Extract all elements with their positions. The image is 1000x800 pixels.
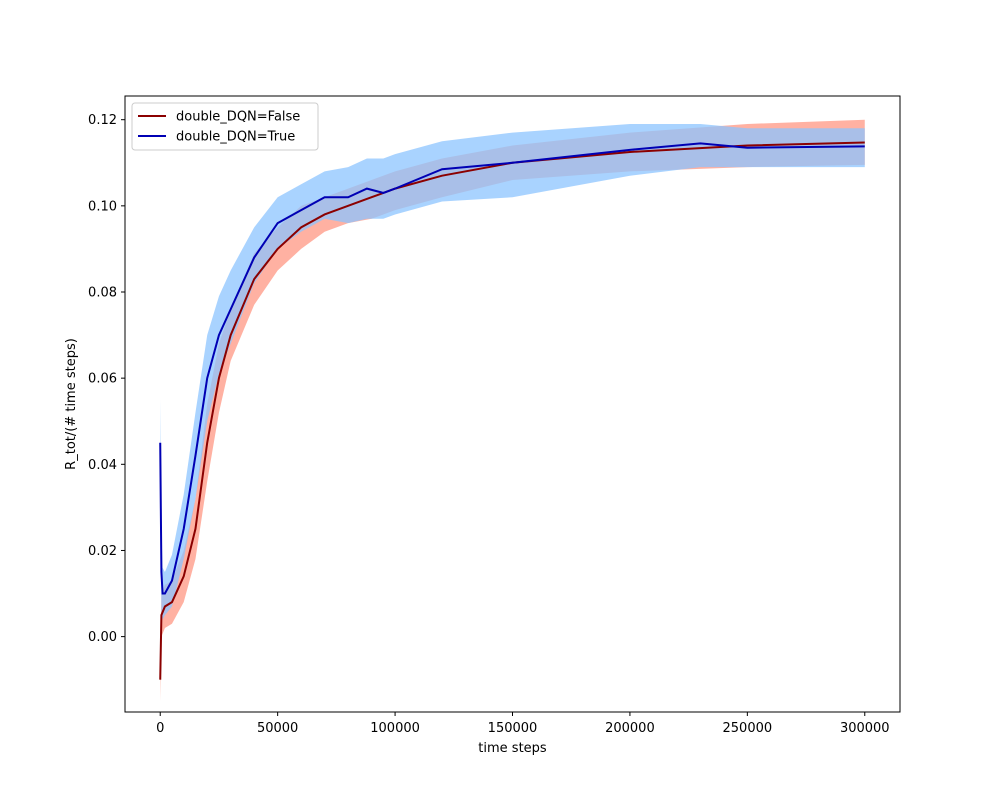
legend-label: double_DQN=False — [176, 110, 300, 125]
x-tick-label: 50000 — [257, 721, 298, 736]
y-axis-label: R_tot/(# time steps) — [64, 338, 79, 470]
y-tick-label: 0.10 — [88, 199, 117, 214]
series-line-false — [159, 141, 865, 680]
x-tick-label: 300000 — [840, 721, 890, 736]
y-tick-label: 0.04 — [88, 458, 117, 473]
x-tick-label: 200000 — [605, 721, 655, 736]
y-tick-label: 0.08 — [88, 286, 117, 301]
y-tick-label: 0.06 — [88, 372, 117, 387]
x-tick-label: 100000 — [370, 721, 420, 736]
x-axis-ticks: 0 50000 100000 150000 200000 250000 300000 — [156, 712, 890, 736]
x-tick-label: 250000 — [723, 721, 773, 736]
y-axis-ticks: 0.00 0.02 0.04 0.06 0.08 0.10 0.12 — [88, 113, 125, 645]
x-tick-label: 150000 — [488, 721, 538, 736]
series-line-true — [159, 142, 865, 595]
legend: double_DQN=False double_DQN=True — [131, 102, 319, 151]
x-tick-label: 0 — [156, 721, 164, 736]
x-axis-label: time steps — [478, 741, 547, 756]
y-tick-label: 0.12 — [88, 113, 117, 128]
legend-box — [131, 102, 319, 151]
y-tick-label: 0.02 — [88, 544, 117, 559]
legend-label: double_DQN=True — [176, 130, 295, 145]
y-tick-label: 0.00 — [88, 630, 117, 645]
series-lines — [159, 141, 865, 680]
